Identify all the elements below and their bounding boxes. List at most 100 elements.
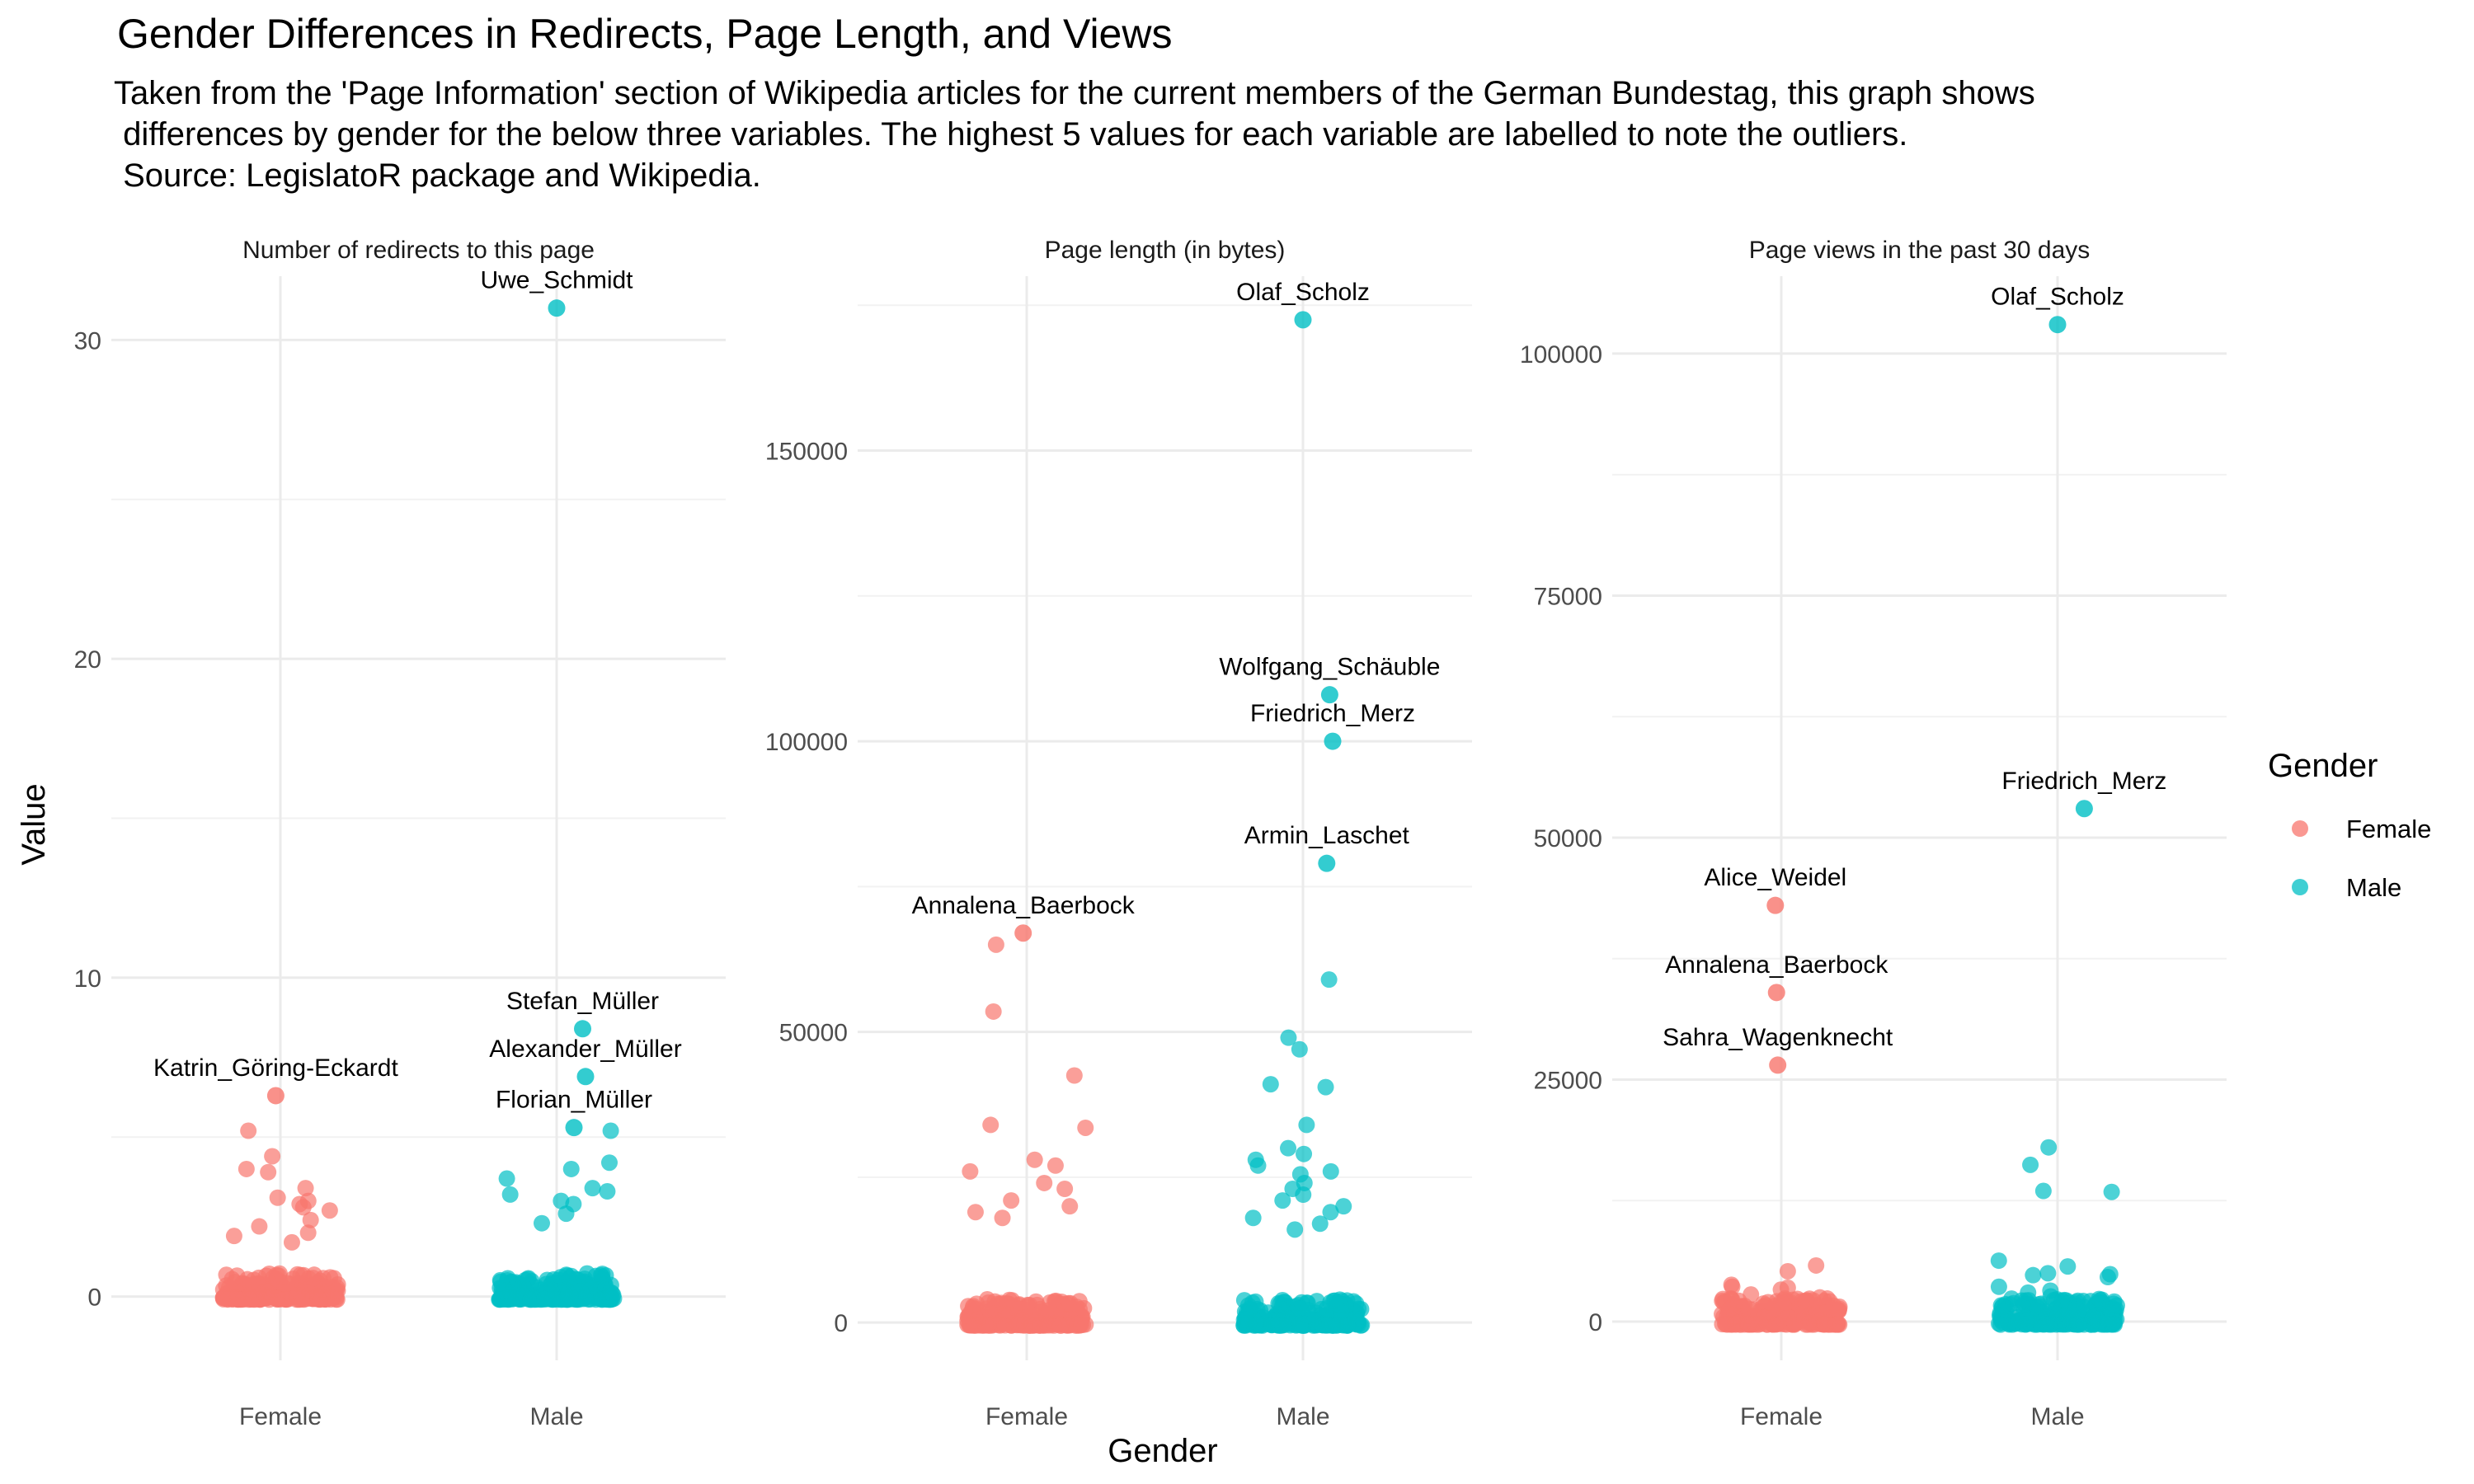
point-female <box>321 1202 338 1219</box>
point-male <box>1295 1186 1312 1204</box>
point-female <box>995 1303 1012 1320</box>
point-female <box>1772 1281 1790 1298</box>
point-male <box>1990 1252 2007 1270</box>
point-female <box>302 1211 319 1228</box>
x-tick-label-male: Male <box>529 1403 583 1430</box>
legend-title: Gender <box>2268 748 2378 784</box>
point-female <box>1065 1067 1083 1084</box>
point-female <box>1714 1290 1732 1308</box>
point-female <box>1061 1198 1079 1215</box>
highlighted-point <box>1766 896 1785 914</box>
point-male <box>2025 1266 2042 1284</box>
point-female <box>1047 1302 1065 1319</box>
point-female <box>269 1189 286 1206</box>
point-female <box>264 1148 281 1165</box>
x-tick-label-female: Female <box>985 1403 1068 1430</box>
panels-layer: 0 10 20 30 Female Male Number of redirects to … <box>74 237 2227 1430</box>
point-label: Katrin_Göring-Eckardt <box>153 1054 398 1082</box>
panel-3: 0 25000 50000 75000 100000 Female Male Page vie… <box>1520 237 2227 1430</box>
y-tick-label: 30 <box>74 327 101 355</box>
highlighted-point <box>1324 732 1342 750</box>
point-male <box>1990 1278 2007 1295</box>
point-female <box>1066 1315 1084 1332</box>
point-female <box>279 1275 296 1292</box>
point-male <box>2099 1269 2116 1286</box>
highlighted-point <box>1318 854 1336 872</box>
point-male <box>522 1291 539 1308</box>
point-male <box>1317 1078 1334 1096</box>
point-female <box>1816 1316 1833 1333</box>
point-female <box>962 1162 979 1180</box>
point-female <box>268 1289 285 1307</box>
point-label: Armin_Laschet <box>1244 822 1410 849</box>
point-female <box>240 1122 257 1139</box>
points <box>1714 1139 2125 1333</box>
highlighted-point <box>2075 800 2093 818</box>
point-male <box>538 1275 555 1293</box>
point-male <box>558 1267 576 1284</box>
point-male <box>594 1268 611 1285</box>
point-female <box>296 1284 313 1301</box>
point-male <box>1333 1303 1350 1320</box>
highlighted-point <box>574 1020 591 1038</box>
legend-key-female <box>2292 820 2308 837</box>
point-female <box>251 1218 268 1235</box>
point-female <box>299 1224 317 1242</box>
point-male <box>2084 1309 2101 1327</box>
point-male <box>533 1214 550 1232</box>
panel-title: Number of redirects to this page <box>242 237 595 264</box>
point-female <box>1036 1174 1053 1191</box>
point-label: Annalena_Baerbock <box>1665 951 1888 979</box>
highlighted-point <box>1294 311 1312 329</box>
point-male <box>1311 1215 1329 1233</box>
highlighted-point <box>565 1119 583 1137</box>
highlighted-point <box>1767 984 1785 1002</box>
point-male <box>1280 1029 1297 1046</box>
point-female <box>283 1233 300 1251</box>
point-male <box>602 1122 619 1139</box>
point-label: Alexander_Müller <box>489 1036 681 1063</box>
y-tick-label: 0 <box>87 1284 101 1312</box>
point-male <box>1322 1162 1339 1180</box>
point-female <box>1729 1314 1747 1331</box>
point-male <box>2042 1288 2059 1305</box>
point-male <box>2108 1297 2125 1314</box>
point-male <box>2038 1316 2055 1333</box>
point-label: Olaf_Scholz <box>1991 284 2124 311</box>
panel-title: Page views in the past 30 days <box>1749 237 2091 264</box>
point-male <box>1274 1192 1291 1209</box>
panel-title: Page length (in bytes) <box>1045 237 1286 264</box>
points <box>959 936 1371 1334</box>
point-male <box>2010 1313 2027 1330</box>
point-female <box>1064 1300 1081 1317</box>
point-male <box>2103 1183 2120 1200</box>
point-female <box>1010 1300 1028 1317</box>
point-female <box>994 1209 1011 1227</box>
point-female <box>1779 1262 1796 1280</box>
point-label: Stefan_Müller <box>506 988 659 1015</box>
y-tick-label: 0 <box>834 1310 848 1337</box>
point-label: Florian_Müller <box>496 1087 652 1114</box>
point-female <box>325 1270 342 1287</box>
point-male <box>2059 1258 2077 1275</box>
point-female <box>1743 1286 1760 1303</box>
point-male <box>1262 1076 1279 1093</box>
highlighted-point <box>1014 924 1032 942</box>
point-female <box>1745 1314 1762 1331</box>
y-tick-label: 0 <box>1588 1309 1602 1336</box>
point-female <box>1056 1180 1074 1197</box>
point-label: Alice_Weidel <box>1704 864 1846 891</box>
point-male <box>1291 1300 1309 1317</box>
point-male <box>2030 1296 2048 1313</box>
point-female <box>1077 1119 1094 1136</box>
y-tick-label: 150000 <box>765 439 848 466</box>
point-male <box>553 1192 570 1209</box>
y-tick-label: 50000 <box>779 1020 848 1047</box>
y-tick-label: 100000 <box>1520 341 1602 369</box>
point-female <box>985 1003 1002 1020</box>
point-female <box>982 1116 999 1134</box>
point-female <box>258 1267 275 1284</box>
point-male <box>2106 1316 2124 1333</box>
point-male <box>602 1284 619 1301</box>
y-tick-label: 50000 <box>1534 825 1602 852</box>
